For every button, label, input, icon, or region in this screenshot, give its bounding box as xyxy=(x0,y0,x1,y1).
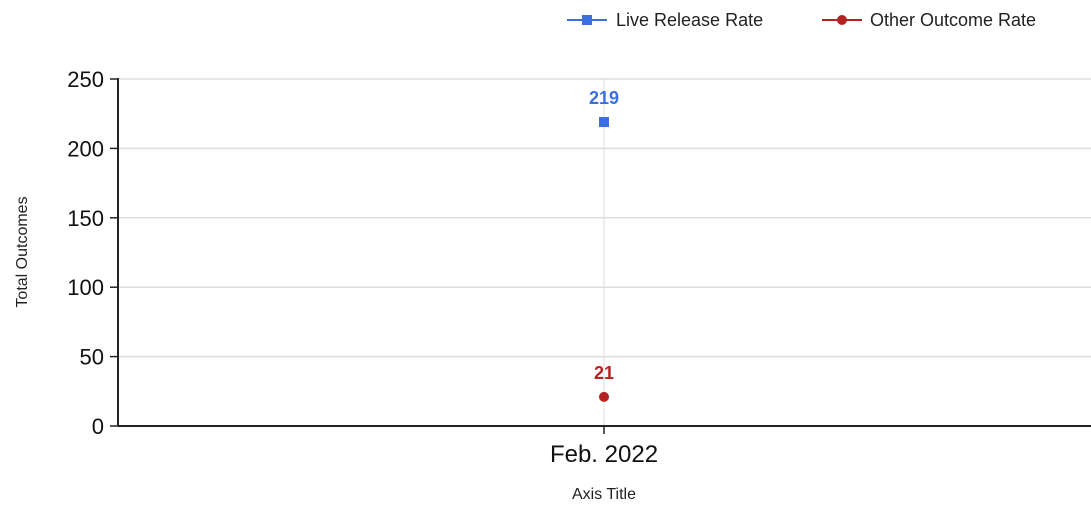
data-point-other-outcome-rate[interactable] xyxy=(599,391,609,402)
legend: Live Release Rate Other Outcome Rate xyxy=(567,10,1036,30)
y-tick-label-100: 100 xyxy=(67,275,104,300)
legend-label-live-release-rate: Live Release Rate xyxy=(616,10,763,30)
legend-item-live-release-rate[interactable]: Live Release Rate xyxy=(567,10,763,30)
y-tick-label-250: 250 xyxy=(67,67,104,92)
x-tick-label-feb-2022: Feb. 2022 xyxy=(550,441,658,468)
x-axis-title: Axis Title xyxy=(572,486,636,503)
y-tick-label-0: 0 xyxy=(92,414,104,439)
legend-item-other-outcome-rate[interactable]: Other Outcome Rate xyxy=(822,10,1036,30)
data-label-live-release-rate: 219 xyxy=(589,88,619,108)
y-tick-label-50: 50 xyxy=(80,345,104,370)
data-label-other-outcome-rate: 21 xyxy=(594,363,614,383)
y-tick-labels: 0 50 100 150 200 250 xyxy=(67,67,118,439)
legend-marker-live-release-rate xyxy=(582,15,592,25)
legend-marker-other-outcome-rate xyxy=(837,15,847,25)
y-tick-label-200: 200 xyxy=(67,136,104,161)
data-point-live-release-rate[interactable] xyxy=(599,117,609,128)
y-axis-title: Total Outcomes xyxy=(14,196,31,307)
legend-label-other-outcome-rate: Other Outcome Rate xyxy=(870,10,1036,30)
y-tick-label-150: 150 xyxy=(67,206,104,231)
